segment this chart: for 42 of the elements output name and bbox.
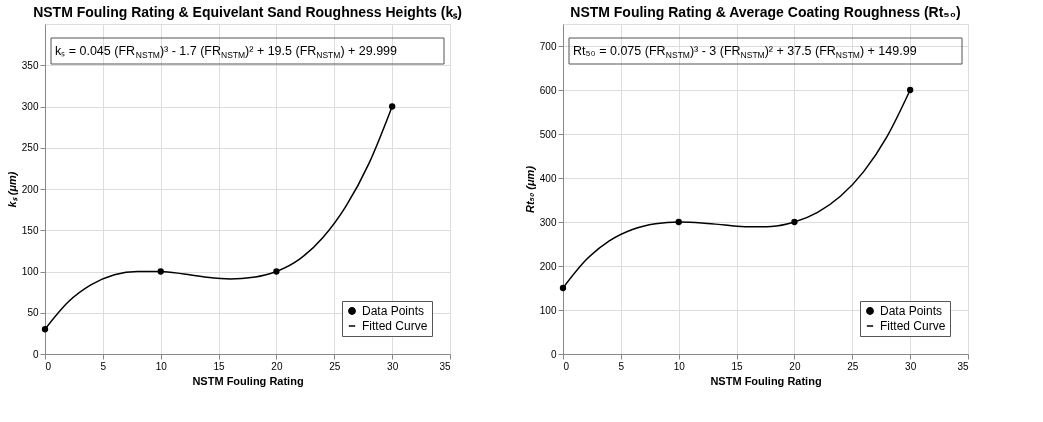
x-tick-label: 5 [618,360,625,372]
x-tick-label: 0 [563,360,570,372]
y-tick-label: 200 [21,183,39,195]
x-tick-label: 5 [100,360,107,372]
legend-label: Fitted Curve [880,319,946,333]
x-tick-label: 15 [731,360,744,372]
chart-title: NSTM Fouling Rating & Equivelant Sand Roughness Heights (kₛ) [33,4,462,20]
y-tick-label: 300 [539,216,557,228]
y-tick-label: 200 [539,260,557,272]
x-tick-label: 15 [213,360,226,372]
y-tick-label: 600 [539,84,557,96]
y-tick-label: 250 [21,142,39,154]
y-tick-label: 150 [21,224,39,236]
x-tick-label: 35 [439,360,451,372]
x-tick-label: 25 [847,360,859,372]
y-tick-label: 100 [21,266,39,277]
x-tick-label: 25 [329,360,341,372]
y-tick-label: 300 [21,101,39,112]
legend-label: Fitted Curve [362,319,428,333]
y-tick-label: 400 [539,172,557,184]
x-tick-label: 20 [271,360,283,372]
y-axis-title: Rt₅₀ (μm) [523,165,536,214]
legend-label: Data Points [880,304,943,318]
legend-label: Data Points [362,304,425,318]
chart-title: NSTM Fouling Rating & Average Coating Roughness (Rt₅₀) [570,4,961,20]
x-tick-label: 30 [905,360,917,372]
y-axis-title: kₛ (μm) [5,171,18,208]
x-tick-label: 0 [45,360,52,372]
x-tick-label: 10 [673,360,686,372]
y-tick-label: 0 [550,348,557,360]
y-tick-label: 500 [539,128,557,140]
x-axis-title: NSTM Fouling Rating [192,374,304,387]
y-tick-label: 350 [21,59,39,71]
x-tick-label: 35 [957,360,969,372]
x-tick-label: 20 [789,360,801,372]
x-tick-label: 10 [155,360,168,372]
y-tick-label: 100 [539,304,557,316]
x-axis-title: NSTM Fouling Rating [710,374,822,387]
y-tick-label: 0 [32,348,39,360]
y-tick-label: 50 [27,307,39,319]
y-tick-label: 700 [539,40,557,52]
x-tick-label: 30 [387,360,399,372]
